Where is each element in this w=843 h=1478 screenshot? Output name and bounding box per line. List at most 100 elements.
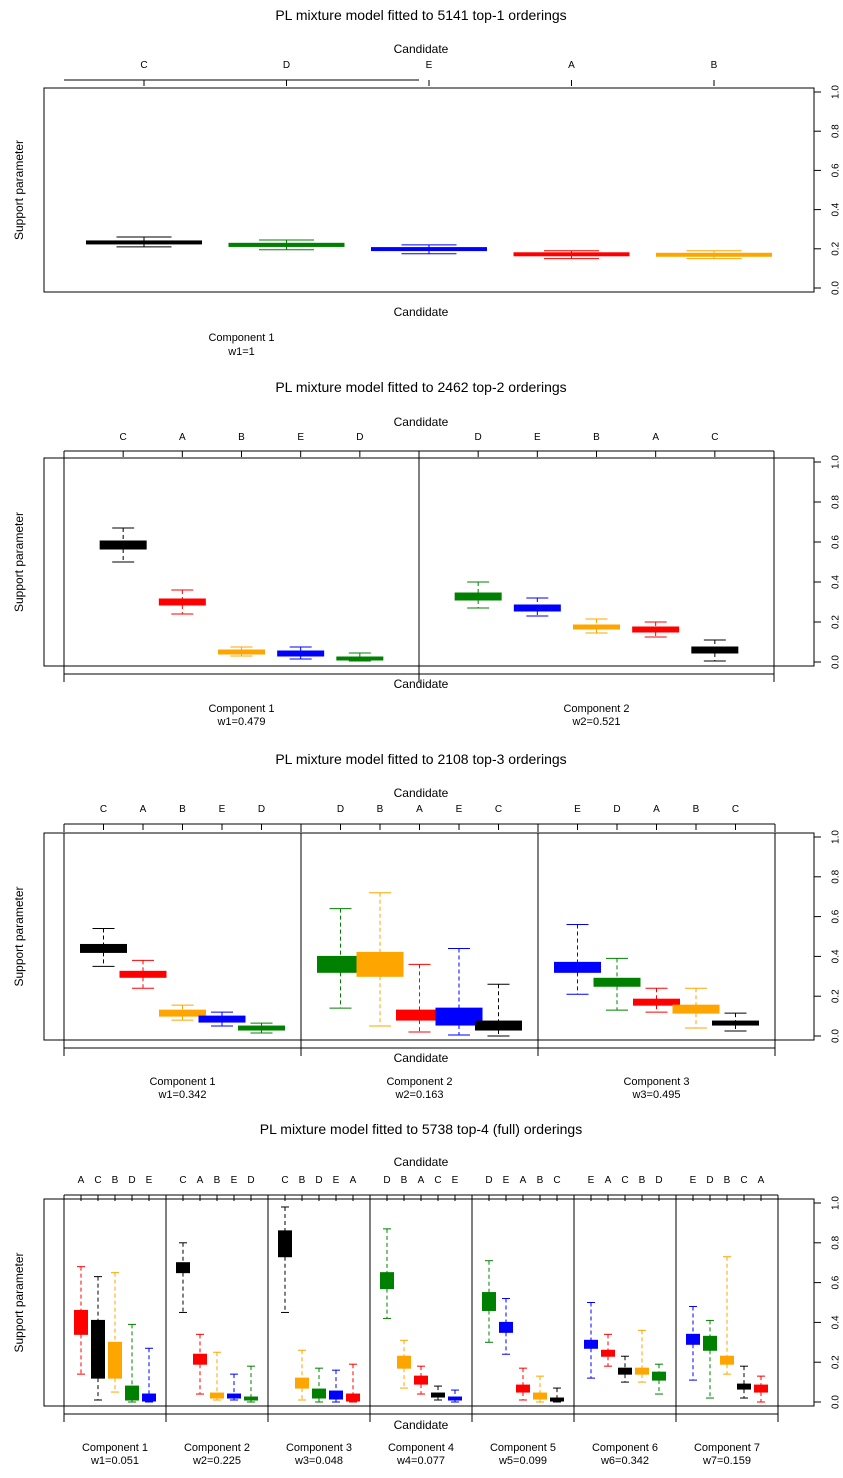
chart-title: PL mixture model fitted to 2462 top-2 or… [275,379,566,395]
component-label: Component 5 [490,1442,556,1454]
box-B [295,1349,309,1401]
box-E [371,244,487,255]
y-tick-label: 0.2 [831,615,842,629]
box-B [356,892,404,1027]
x-tick-label: B [537,1175,544,1186]
chart-panel-4: PL mixture model fitted to 5738 top-4 (f… [12,1121,842,1467]
box-B [159,1004,206,1021]
box-C [86,236,202,248]
x-axis-label-bottom: Candidate [394,305,449,319]
y-tick-label: 0.6 [831,909,842,923]
box-E [142,1347,156,1403]
box-D [454,581,502,609]
y-tick-label: 0.4 [831,949,842,963]
plot-frame [43,457,815,667]
box-E [686,1305,700,1381]
box-C [80,928,127,967]
x-tick-label: A [653,804,660,815]
x-tick-label: A [140,804,147,815]
x-tick-label: E [219,804,226,815]
box-D [703,1319,717,1399]
x-tick-label: C [120,432,127,443]
component-label: Component 1 [208,703,274,715]
box-B [210,1351,224,1401]
x-tick-label: A [568,60,575,71]
y-tick-label: 0.0 [831,655,842,669]
x-tick-label: E [297,432,304,443]
box-B [108,1272,122,1393]
box-E [554,924,601,995]
y-axis-label: Support parameter [12,512,26,612]
x-tick-label: B [401,1175,408,1186]
box-D [228,239,345,251]
box-D [125,1323,139,1403]
y-tick-label: 0.2 [831,241,842,255]
component-label: Component 2 [386,1076,452,1088]
box-E [499,1298,513,1355]
x-tick-label: C [94,1175,101,1186]
component-weight: w1=0.051 [90,1455,139,1467]
x-tick-label: E [534,432,541,443]
x-tick-label: E [333,1175,340,1186]
x-axis-label-top: Candidate [394,415,449,429]
box-D [652,1363,666,1395]
y-tick-label: 1.0 [831,455,842,469]
box-A [119,959,167,989]
x-tick-label: D [383,1175,390,1186]
chart-title: PL mixture model fitted to 5738 top-4 (f… [260,1121,582,1137]
plot-frame [43,832,815,1041]
y-tick-label: 1.0 [831,830,842,844]
component-label: Component 1 [149,1076,215,1088]
component-weight: w2=0.163 [394,1089,443,1101]
component-label: Component 6 [592,1442,658,1454]
x-tick-label: C [740,1175,747,1186]
x-tick-label: B [112,1175,119,1186]
x-tick-label: C [281,1175,288,1186]
x-axis-label-bottom: Candidate [394,677,449,691]
x-tick-label: A [179,432,186,443]
x-tick-label: E [452,1175,459,1186]
component-weight: w7=0.159 [702,1455,751,1467]
box-B [672,987,720,1029]
box-A [414,1365,428,1395]
y-tick-label: 0.2 [831,1355,842,1369]
component-weight: w3=0.048 [294,1455,343,1467]
x-tick-label: D [706,1175,713,1186]
box-C [737,1365,751,1399]
box-A [74,1266,88,1375]
component-weight: w5=0.099 [498,1455,547,1467]
x-tick-label: D [258,804,265,815]
x-tick-label: C [100,804,107,815]
x-tick-label: C [732,804,739,815]
chart-panel-2: PL mixture model fitted to 2462 top-2 or… [12,379,842,728]
box-E [513,597,561,617]
iqr-box [435,1007,483,1026]
box-B [397,1339,411,1389]
box-E [227,1373,241,1401]
chart-panel-1: PL mixture model fitted to 5141 top-1 or… [12,7,842,358]
y-axis-label: Support parameter [12,140,26,240]
box-E [584,1302,598,1379]
x-axis-label-top: Candidate [394,1155,449,1169]
y-tick-label: 1.0 [831,85,842,99]
x-tick-label: C [621,1175,628,1186]
x-tick-label: C [140,60,147,71]
x-tick-label: B [377,804,384,815]
x-tick-label: D [337,804,344,815]
y-tick-label: 0.0 [831,281,842,295]
component-label: Component 1 [82,1442,148,1454]
x-tick-label: E [426,60,433,71]
component-weight: w6=0.342 [600,1455,649,1467]
x-tick-label: A [418,1175,425,1186]
x-tick-label: A [350,1175,357,1186]
x-tick-label: B [238,432,245,443]
box-C [712,1012,759,1032]
box-C [475,983,522,1037]
plot-frame [43,1198,815,1407]
y-tick-label: 0.0 [831,1395,842,1409]
x-tick-label: C [495,804,502,815]
component-weight: w1=0.479 [216,716,265,728]
component-label: Component 2 [184,1442,250,1454]
x-tick-label: C [553,1175,560,1186]
